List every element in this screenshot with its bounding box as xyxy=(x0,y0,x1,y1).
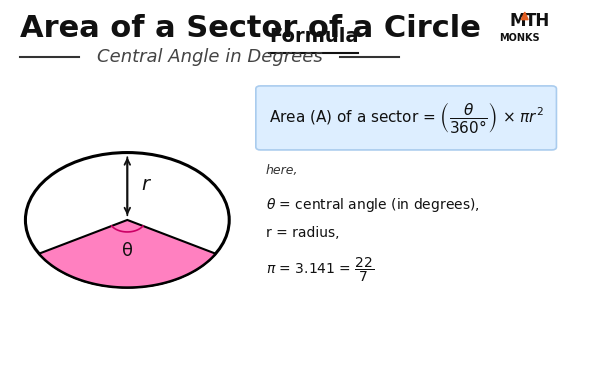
Text: Formula: Formula xyxy=(269,27,358,46)
Polygon shape xyxy=(521,12,528,20)
Text: r: r xyxy=(142,176,149,195)
Text: $\theta$ = central angle (in degrees),: $\theta$ = central angle (in degrees), xyxy=(266,196,480,214)
Text: M: M xyxy=(509,12,526,30)
Text: TH: TH xyxy=(526,12,551,30)
Text: MONKS: MONKS xyxy=(499,33,540,43)
Text: $\pi$ = 3.141 = $\dfrac{22}{7}$: $\pi$ = 3.141 = $\dfrac{22}{7}$ xyxy=(266,255,374,284)
Text: r = radius,: r = radius, xyxy=(266,226,340,239)
Text: here,: here, xyxy=(266,164,299,177)
Polygon shape xyxy=(39,220,215,287)
Text: θ: θ xyxy=(122,242,133,260)
FancyBboxPatch shape xyxy=(256,86,556,150)
Text: Area (A) of a sector = $\left(\dfrac{\theta}{360°}\right)$ $\times$ $\pi r^2$: Area (A) of a sector = $\left(\dfrac{\th… xyxy=(269,100,544,135)
Text: Area of a Sector of a Circle: Area of a Sector of a Circle xyxy=(20,14,481,43)
Text: Central Angle in Degrees: Central Angle in Degrees xyxy=(97,48,322,66)
